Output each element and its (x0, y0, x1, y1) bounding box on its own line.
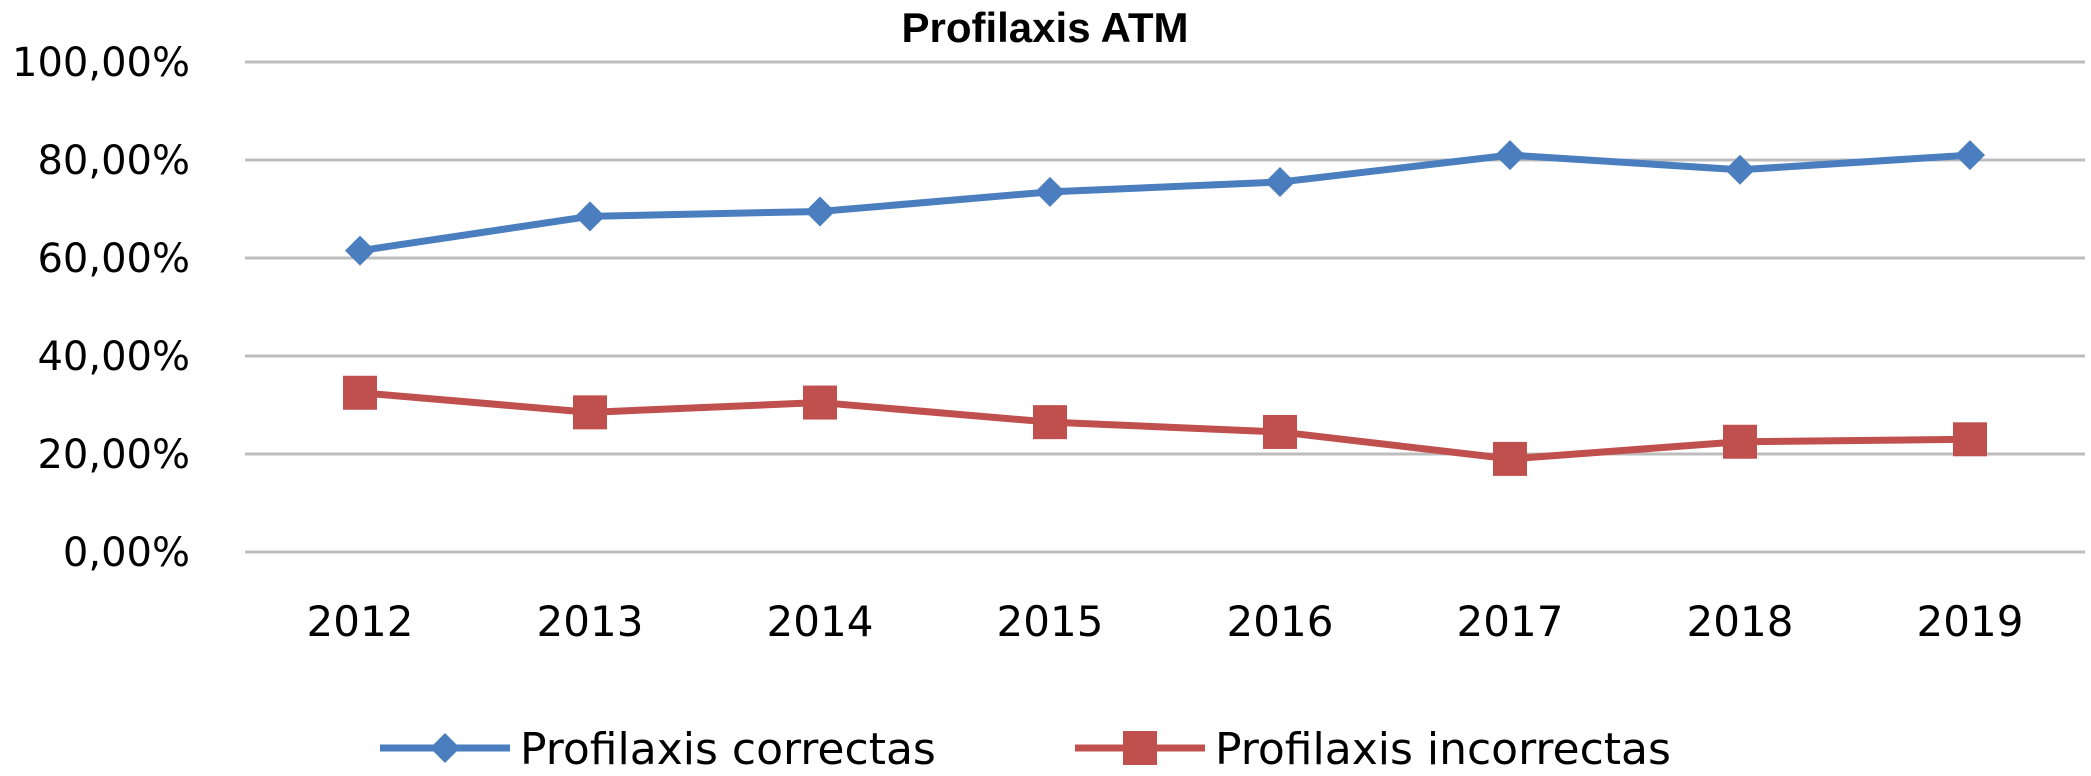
series-1 (345, 140, 1985, 266)
x-axis-ticks: 2012 2013 2014 2015 2016 2017 2018 2019 (307, 597, 2024, 646)
legend-label: Profilaxis incorrectas (1215, 724, 1671, 775)
legend-label: Profilaxis correctas (520, 724, 936, 775)
y-tick-label: 100,00% (12, 40, 190, 86)
data-point-diamond (1265, 167, 1295, 198)
series (343, 140, 1987, 476)
x-tick-label: 2016 (1227, 597, 1334, 646)
data-point-diamond (430, 733, 460, 763)
y-axis-ticks: 0,00% 20,00% 40,00% 60,00% 80,00% 100,00% (12, 40, 190, 576)
x-tick-label: 2013 (537, 597, 644, 646)
data-point-diamond (1035, 176, 1065, 207)
x-tick-label: 2014 (767, 597, 874, 646)
x-tick-label: 2015 (997, 597, 1104, 646)
x-tick-label: 2018 (1687, 597, 1794, 646)
y-tick-label: 20,00% (37, 432, 190, 478)
data-point-diamond (1495, 140, 1525, 171)
data-point-square (1263, 414, 1297, 449)
data-point-diamond (1725, 154, 1755, 185)
data-point-square (803, 385, 837, 420)
legend: Profilaxis correctas Profilaxis incorrect… (380, 724, 1671, 775)
y-tick-label: 0,00% (63, 530, 190, 576)
legend-item-1: Profilaxis correctas (380, 724, 936, 775)
series-line (359, 151, 1971, 255)
data-point-square (343, 375, 377, 410)
data-point-square (1123, 731, 1157, 765)
data-point-diamond (575, 201, 605, 232)
y-tick-label: 60,00% (37, 236, 190, 282)
data-point-square (573, 395, 607, 430)
series-2 (343, 375, 1987, 476)
legend-item-2: Profilaxis incorrectas (1075, 724, 1671, 775)
data-point-diamond (345, 235, 375, 266)
data-point-diamond (805, 196, 835, 227)
data-point-square (1493, 441, 1527, 476)
x-tick-label: 2012 (307, 597, 414, 646)
data-point-diamond (1955, 140, 1985, 171)
data-point-square (1033, 405, 1067, 440)
y-tick-label: 40,00% (37, 334, 190, 380)
series-line (359, 389, 1971, 463)
x-tick-label: 2017 (1457, 597, 1564, 646)
x-tick-label: 2019 (1917, 597, 2024, 646)
y-tick-label: 80,00% (37, 138, 190, 184)
data-point-square (1953, 422, 1987, 457)
gridlines (245, 60, 2085, 554)
data-point-square (1723, 424, 1757, 459)
chart-title: Profilaxis ATM (901, 4, 1188, 51)
